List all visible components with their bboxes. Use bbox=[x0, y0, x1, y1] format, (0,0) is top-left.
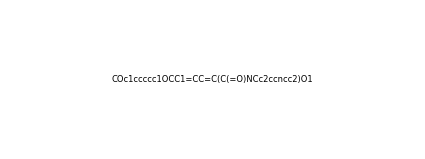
Text: COc1ccccc1OCC1=CC=C(C(=O)NCc2ccncc2)O1: COc1ccccc1OCC1=CC=C(C(=O)NCc2ccncc2)O1 bbox=[112, 75, 313, 84]
